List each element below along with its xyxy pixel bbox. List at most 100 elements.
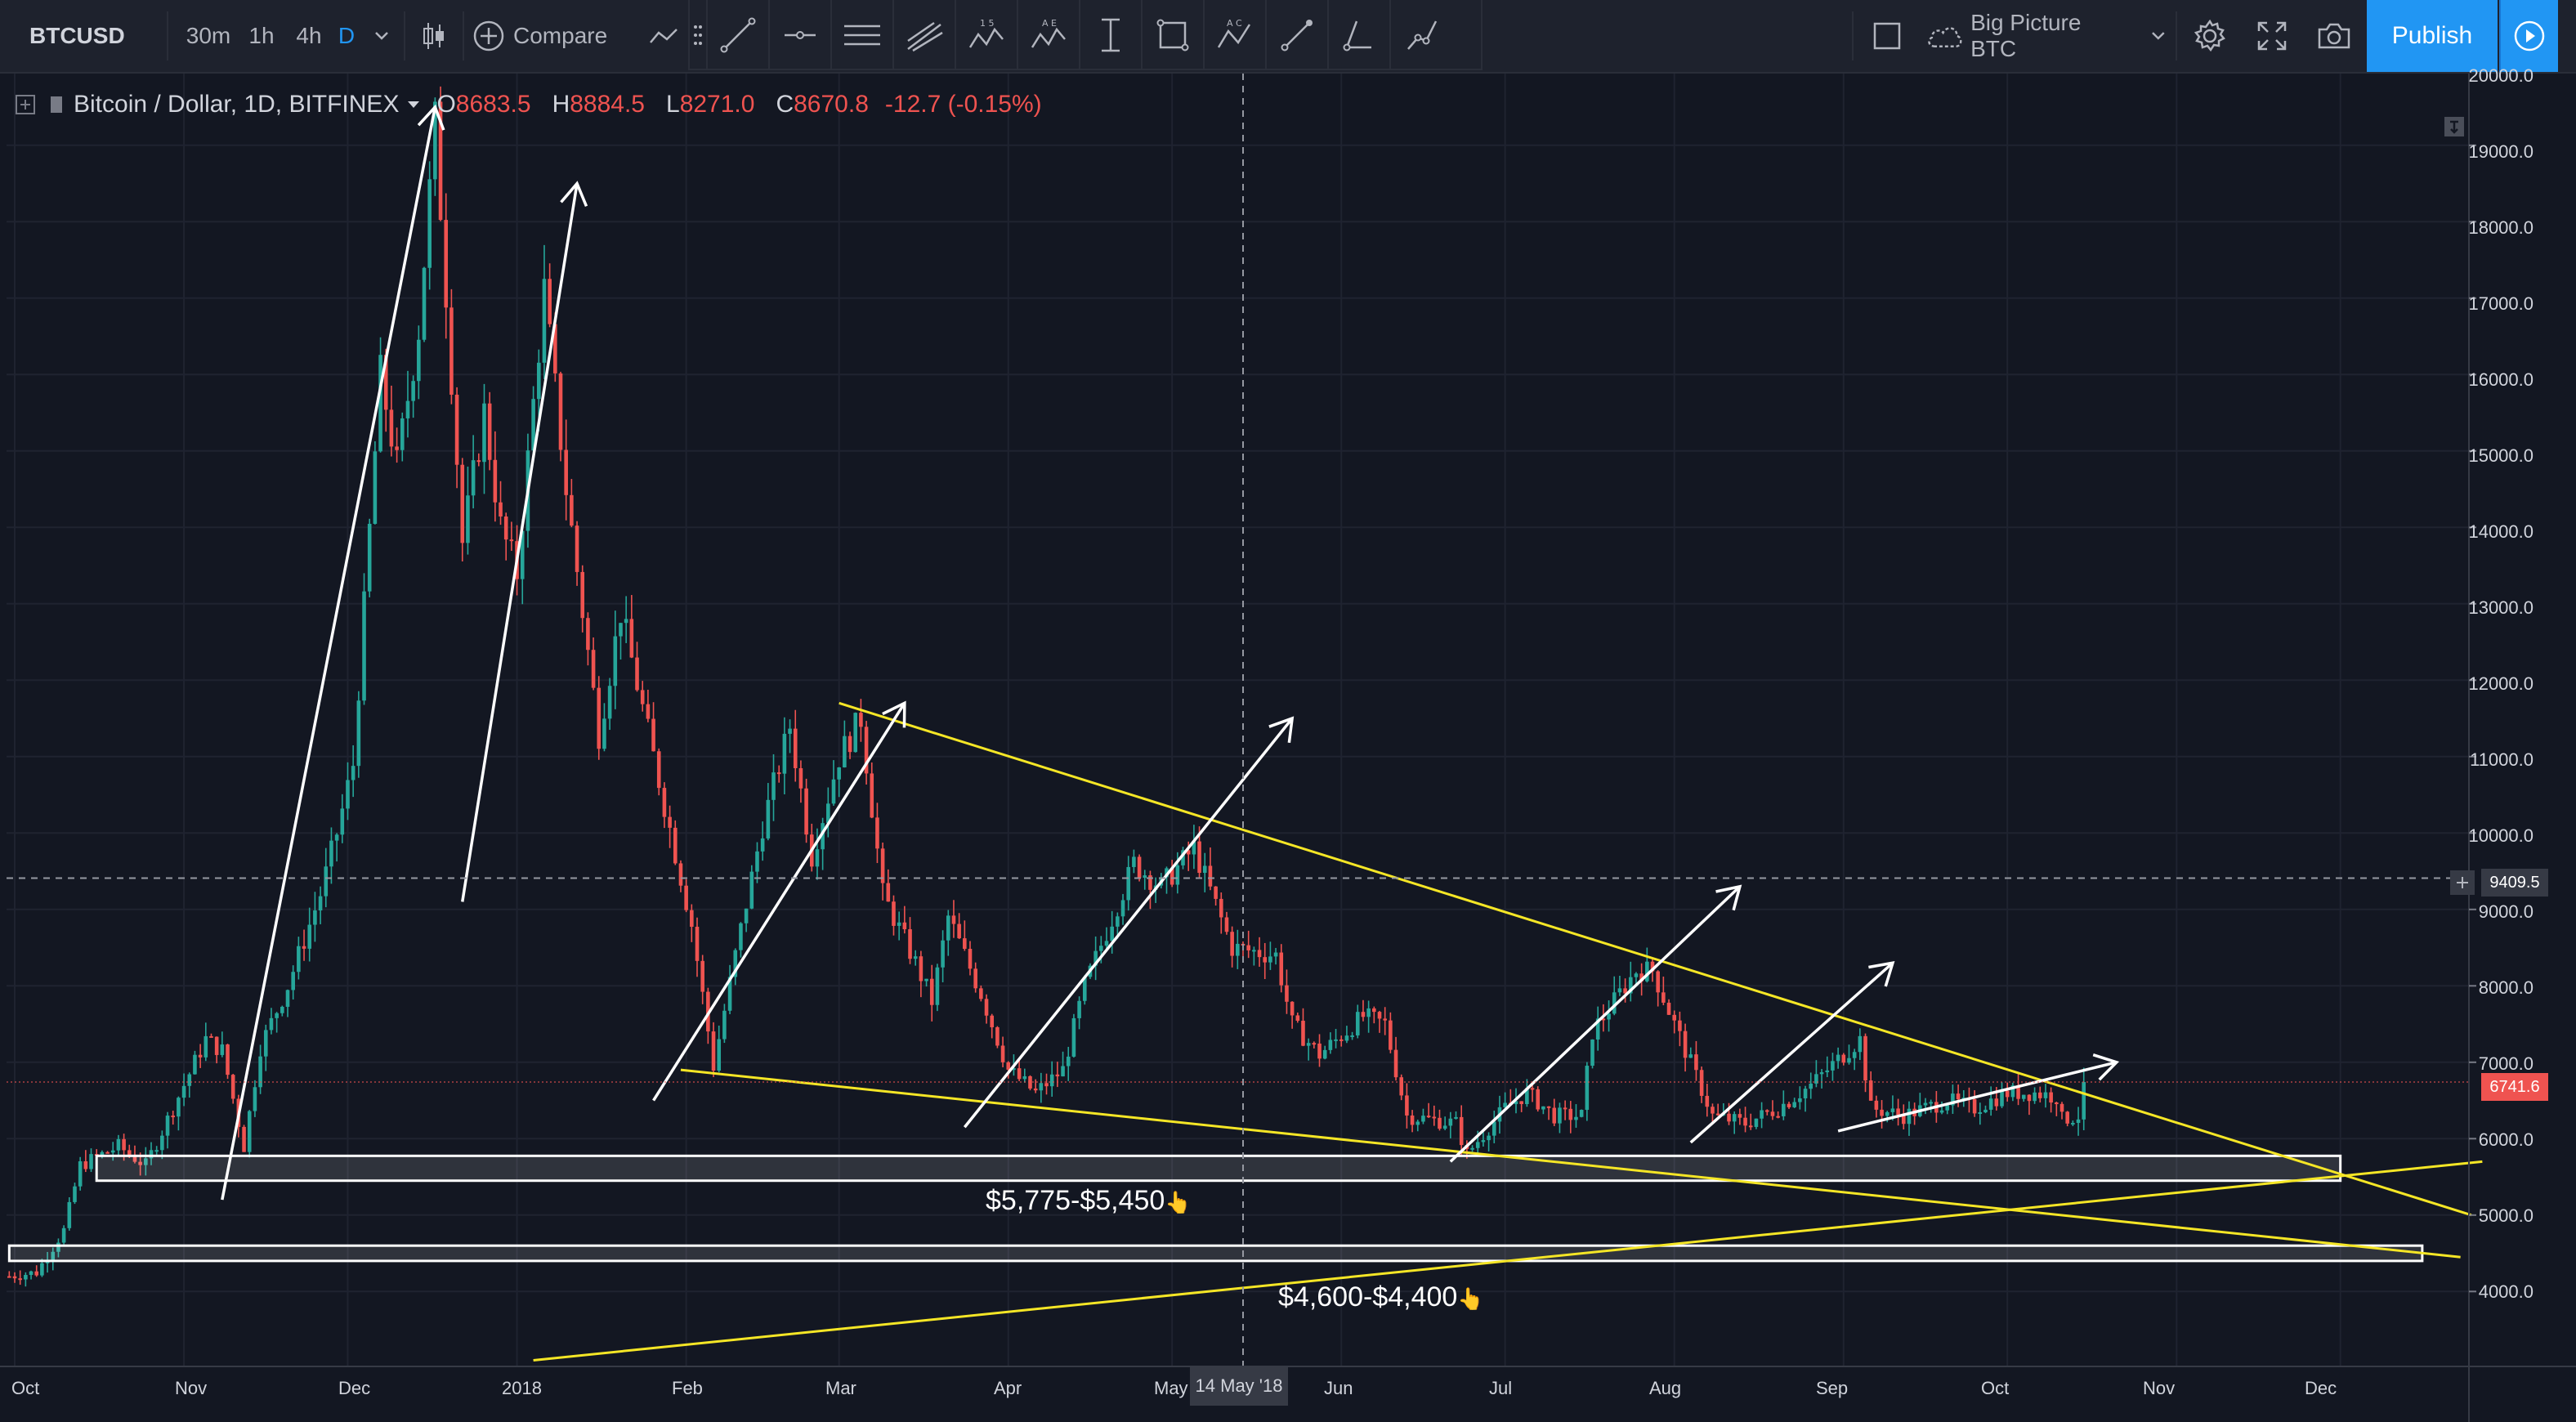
candle-body (570, 494, 574, 526)
symbol-marker-icon (51, 96, 62, 113)
candle-body (12, 1276, 17, 1279)
candle-body (1743, 1117, 1747, 1126)
interval-30m[interactable]: 30m (186, 23, 231, 48)
interval-1h[interactable]: 1h (248, 23, 275, 48)
abcd-pattern-tool-icon[interactable]: A C (1205, 0, 1267, 70)
candle-body (1983, 1109, 1988, 1112)
candle-body (1585, 1066, 1590, 1111)
legend-open-label: O (436, 91, 456, 118)
candle-body (531, 399, 535, 451)
candle-body (575, 525, 579, 572)
path-tool-icon[interactable] (1391, 0, 1453, 70)
crosshair-add-icon[interactable] (2450, 870, 2475, 895)
candle-body (29, 1271, 34, 1276)
rectangle-select-icon[interactable] (1860, 0, 1914, 72)
rectangle-tool-icon[interactable] (1143, 0, 1205, 70)
candle-body (351, 766, 356, 780)
candle-body (678, 863, 683, 886)
indicators-icon[interactable] (641, 0, 686, 72)
crosshair (7, 74, 2468, 1366)
candle-body (1246, 945, 1250, 950)
horizontal-line-tool-icon[interactable] (770, 0, 832, 70)
candle-body (1568, 1108, 1573, 1120)
candle-body (793, 728, 798, 768)
pitchfork-tool-icon[interactable] (894, 0, 956, 70)
parallel-lines-tool-icon[interactable] (832, 0, 894, 70)
drag-handle-icon[interactable] (690, 0, 708, 70)
arrow-line (461, 183, 579, 902)
candle-body (1650, 961, 1655, 972)
zone-lower-label: $4,600-$4,400 (1278, 1281, 1458, 1312)
candle-body (859, 713, 863, 727)
publish-button[interactable]: Publish (2367, 0, 2498, 72)
price-chart[interactable] (0, 72, 2576, 1422)
candle-body (1525, 1088, 1529, 1104)
candle-body (607, 686, 612, 719)
candle-body (1798, 1098, 1802, 1102)
candle-body (919, 956, 924, 982)
compare-button[interactable]: Compare (472, 0, 616, 72)
candle-body (1383, 1018, 1387, 1021)
gear-icon[interactable] (2179, 0, 2241, 72)
candle-body (1252, 950, 1256, 952)
layout-name-button[interactable]: Big Picture BTC (1925, 0, 2166, 72)
angle-tool-icon[interactable] (1329, 0, 1391, 70)
time-label: Nov (2143, 1378, 2176, 1398)
measure-tool-icon[interactable] (1080, 0, 1143, 70)
candle-body (1082, 977, 1087, 1001)
candle-body (144, 1158, 148, 1165)
candle-body (400, 418, 405, 450)
caret-down-icon[interactable] (407, 101, 420, 109)
candle-body (548, 279, 552, 324)
candle-body (733, 950, 738, 977)
candle-body (1607, 1013, 1611, 1020)
candle-body (100, 1151, 105, 1156)
time-label: Feb (672, 1378, 703, 1398)
candle-body (209, 1035, 213, 1038)
candle-body (957, 923, 961, 939)
camera-icon[interactable] (2303, 0, 2365, 72)
interval-d[interactable]: D (338, 23, 356, 48)
candle-body (1028, 1075, 1032, 1089)
fullscreen-icon[interactable] (2241, 0, 2303, 72)
brush-tool-icon[interactable] (1267, 0, 1329, 70)
candle-body (1175, 865, 1180, 885)
expand-square-icon[interactable] (15, 94, 36, 115)
price-label: 6000.0 (2478, 1129, 2534, 1150)
candle-body (1039, 1083, 1044, 1091)
candle-style-icon[interactable] (414, 0, 454, 72)
candle-body (1491, 1121, 1496, 1136)
candle-body (924, 978, 928, 982)
candle-body (1006, 1062, 1011, 1070)
candle-body (1475, 1142, 1480, 1148)
trend-line-tool-icon[interactable] (708, 0, 770, 70)
candle-body (722, 1010, 727, 1040)
candle-body (203, 1035, 208, 1058)
candle-body (1169, 868, 1174, 885)
candle-body (1699, 1070, 1704, 1096)
candle-body (1595, 1018, 1600, 1040)
interval-dropdown-icon[interactable] (368, 0, 396, 72)
price-label: 14000.0 (2468, 521, 2534, 542)
candle-body (1214, 886, 1218, 899)
candle-body (2076, 1119, 2081, 1124)
interval-4h[interactable]: 4h (296, 23, 322, 48)
toolbar-separator (167, 11, 168, 60)
candle-body (717, 1039, 722, 1071)
candle-body (1994, 1098, 1999, 1107)
legend-title[interactable]: Bitcoin / Dollar, 1D, BITFINEX (74, 91, 400, 118)
candle-body (1863, 1035, 1867, 1081)
candle-body (1186, 850, 1191, 855)
pattern-tool-icon[interactable]: 1 5 (956, 0, 1018, 70)
candle-body (1328, 1040, 1333, 1050)
candle-body (995, 1026, 1000, 1046)
symbol-search[interactable]: BTCUSD (29, 23, 125, 48)
candle-body (1694, 1054, 1698, 1071)
elliott-wave-tool-icon[interactable]: A E (1018, 0, 1080, 70)
price-label: 4000.0 (2478, 1281, 2534, 1302)
candle-body (798, 767, 803, 789)
candle-body (367, 523, 372, 592)
hide-drawings-icon[interactable] (2442, 114, 2466, 139)
candle-body (1601, 1018, 1606, 1021)
play-replay-button[interactable] (2499, 0, 2558, 72)
